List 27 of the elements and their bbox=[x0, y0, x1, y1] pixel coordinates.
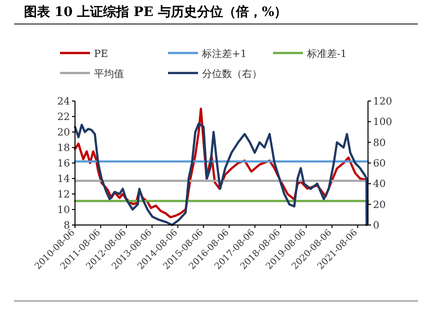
y-tick-label: 18 bbox=[57, 143, 70, 154]
y2-tick-label: 60 bbox=[373, 158, 386, 170]
y2-tick-label: 80 bbox=[373, 138, 386, 149]
legend-item: 平均值 bbox=[60, 69, 124, 80]
y-tick-label: 20 bbox=[57, 128, 70, 138]
y2-tick-label: 0 bbox=[373, 220, 380, 232]
legend-item: 标准差-1 bbox=[273, 49, 347, 60]
y2-tick-label: 40 bbox=[373, 179, 386, 190]
y2-tick-label: 120 bbox=[373, 96, 392, 108]
legend-item: PE bbox=[60, 49, 108, 60]
legend-label: 平均值 bbox=[94, 68, 124, 80]
legend-label: 分位数（右） bbox=[202, 68, 262, 80]
y2-tick-label: 100 bbox=[373, 117, 392, 128]
title: 图表 10 上证综指 PE 与历史分位（倍，%） bbox=[24, 5, 288, 20]
legend-label: PE bbox=[94, 49, 108, 60]
legend-item: 分位数（右） bbox=[168, 69, 262, 80]
y2-tick-label: 20 bbox=[373, 200, 386, 211]
y-tick-label: 10 bbox=[57, 205, 70, 216]
y-tick-label: 8 bbox=[64, 220, 70, 232]
y-tick-label: 24 bbox=[57, 96, 70, 108]
y-tick-label: 12 bbox=[57, 190, 70, 200]
legend-label: 标准差-1 bbox=[306, 48, 347, 60]
legend-label: 标注差+1 bbox=[201, 48, 247, 60]
legend-item: 标注差+1 bbox=[168, 49, 247, 60]
y-tick-label: 14 bbox=[57, 174, 70, 185]
y-tick-label: 22 bbox=[57, 112, 70, 123]
y-tick-label: 16 bbox=[57, 158, 70, 170]
